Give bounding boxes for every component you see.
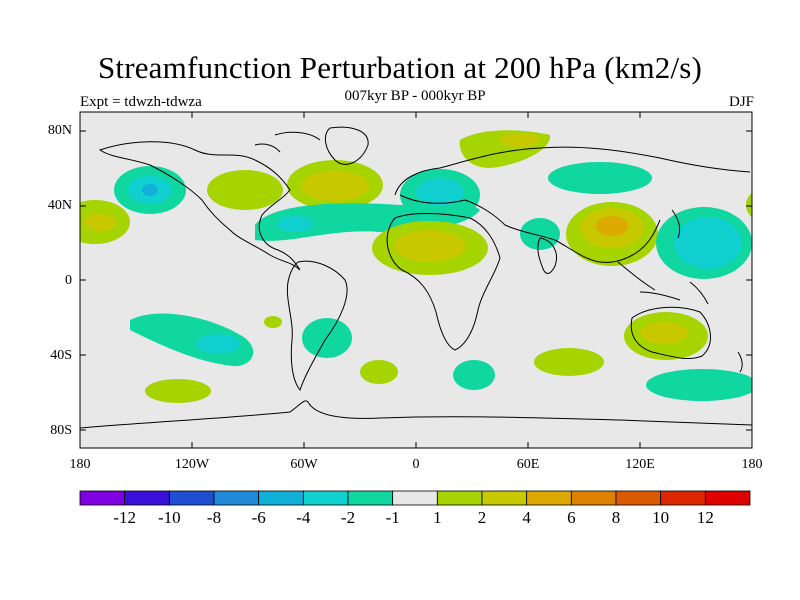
colorbar-label: -2 — [340, 508, 356, 527]
tick-marks — [80, 112, 752, 448]
lon-tick-60e: 60E — [516, 457, 540, 472]
lon-tick-120w: 120W — [174, 457, 210, 472]
coast-maritime — [617, 261, 709, 305]
lat-tick-40n: 40N — [47, 198, 72, 213]
colorbar-box — [481, 490, 528, 506]
lat-tick-80s: 80S — [50, 423, 72, 438]
colorbar-box — [168, 490, 215, 506]
anomaly-caribbean-neg-core — [277, 216, 313, 232]
colorbar-label: -6 — [251, 508, 266, 527]
anomaly-east-edge-pos — [746, 192, 752, 218]
colorbar-label: 4 — [522, 508, 531, 527]
coast-eurasia — [394, 146, 751, 263]
lon-tick-180e: 180 — [741, 457, 763, 472]
anomaly-north-america-pos — [207, 170, 283, 210]
coast-japan — [671, 209, 681, 239]
lon-tick-60w: 60W — [290, 457, 318, 472]
anomaly-north-atlantic-core — [301, 171, 369, 201]
coast-africa — [386, 213, 501, 351]
colorbar — [79, 490, 751, 506]
colorbar-label: -1 — [385, 508, 400, 527]
coast-australia — [630, 306, 711, 359]
anomaly-asia-pos-core — [596, 216, 628, 236]
colorbar-box — [526, 490, 572, 506]
colorbar-box — [704, 490, 751, 506]
colorbar-box — [660, 490, 706, 506]
colorbar-box — [258, 490, 304, 506]
anomaly-europe-core — [416, 178, 464, 206]
anomaly-southern-ocean-neg-east — [646, 369, 752, 401]
anomaly-arabia-neg — [520, 218, 560, 250]
coast-india — [537, 237, 557, 274]
lat-tick-40s: 40S — [50, 348, 72, 363]
anomaly-southern-ocean-pos-west — [145, 379, 211, 403]
colorbar-box — [79, 490, 126, 506]
coastlines — [80, 126, 752, 429]
colorbar-label: -10 — [157, 508, 181, 527]
anomaly-south-atlantic-neg — [453, 360, 495, 390]
anomaly-west-pacific-core — [674, 217, 742, 269]
colorbar-label: 8 — [611, 508, 621, 527]
lat-tick-0: 0 — [65, 273, 72, 288]
colorbar-box — [124, 490, 170, 506]
coast-greenland — [324, 126, 369, 165]
colorbar-box — [302, 490, 349, 506]
colorbar-label: -4 — [296, 508, 311, 527]
experiment-label: Expt = tdwzh-tdwza — [80, 94, 202, 110]
coast-antarctica — [80, 400, 752, 429]
lon-tick-180w: 180 — [69, 457, 91, 472]
colorbar-box — [436, 490, 483, 506]
lon-tick-0: 0 — [412, 457, 420, 472]
colorbar-box — [347, 490, 394, 506]
colorbar-label: -8 — [206, 508, 222, 527]
anomaly-south-pacific-core — [196, 334, 240, 354]
chart-subtitle: 007kyr BP - 000kyr BP — [344, 88, 486, 104]
coast-south-america — [286, 260, 348, 392]
anomaly-fields — [80, 130, 752, 403]
chart-title: Streamfunction Perturbation at 200 hPa (… — [97, 50, 703, 85]
anomaly-siberia-neg — [548, 162, 652, 194]
colorbar-label: 10 — [652, 508, 670, 527]
anomaly-south-atlantic-pos — [360, 360, 398, 384]
colorbar-label: 2 — [477, 508, 487, 527]
anomaly-small-pos — [264, 316, 282, 328]
colorbar-box — [392, 490, 438, 506]
anomaly-north-pacific-min — [142, 184, 158, 196]
coast-new-zealand — [737, 351, 743, 373]
coast-arctic-islands — [254, 131, 321, 153]
season-label: DJF — [728, 94, 754, 110]
anomaly-south-indian-pos — [534, 348, 604, 376]
colorbar-label: 6 — [567, 508, 576, 527]
lon-tick-120e: 120E — [625, 457, 655, 472]
colorbar-label: -12 — [113, 508, 136, 527]
colorbar-box — [570, 490, 617, 506]
colorbar-box — [615, 490, 662, 506]
lat-tick-80n: 80N — [47, 123, 72, 138]
colorbar-label: 12 — [696, 508, 714, 527]
coast-north-america — [98, 141, 301, 271]
anomaly-sahara-core — [394, 230, 466, 262]
colorbar-box — [213, 490, 260, 506]
anomaly-australia-core — [640, 322, 688, 344]
anomaly-arctic-core — [500, 133, 540, 147]
colorbar-label: 1 — [433, 508, 442, 527]
anomaly-west-edge-pos-core — [84, 213, 116, 231]
